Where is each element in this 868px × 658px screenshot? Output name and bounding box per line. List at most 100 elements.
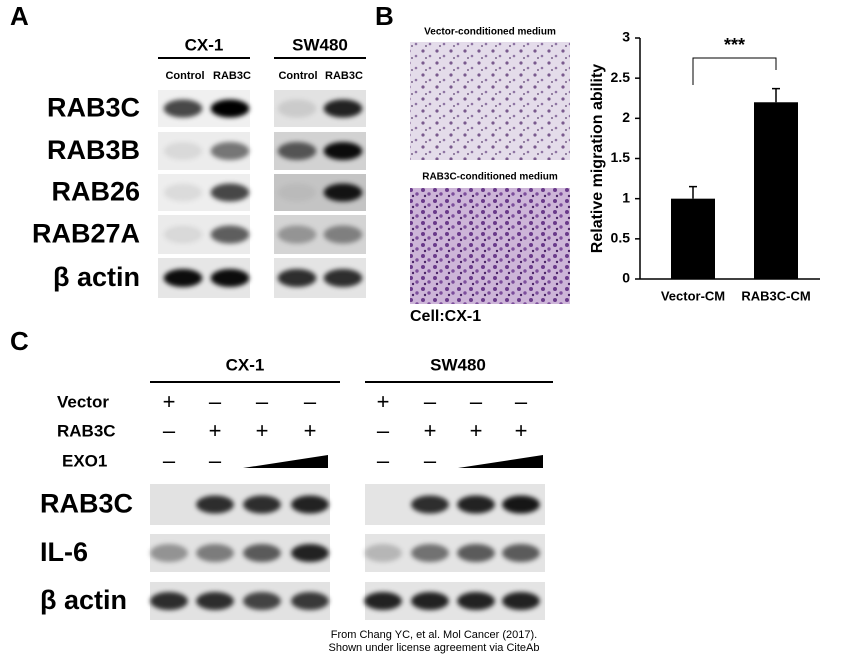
- footer-text: Shown under license agreement via CiteAb: [329, 642, 540, 654]
- blot-band: [163, 225, 203, 244]
- y-tick-label: 0: [622, 270, 630, 286]
- blot-band: [411, 544, 449, 562]
- blot-band: [196, 592, 234, 610]
- group-label: SW480: [430, 355, 486, 374]
- bar: [754, 102, 798, 280]
- blots: RAB3C RAB3B RAB26 RAB27A β actin: [32, 90, 366, 298]
- protein-label: RAB3B: [47, 135, 140, 165]
- blot-band: [163, 142, 203, 160]
- image-caption: Vector-conditioned medium: [424, 27, 556, 38]
- x-tick-label: RAB3C-CM: [741, 288, 810, 303]
- blot-band: [243, 544, 281, 562]
- blot-band: [457, 544, 495, 562]
- blot-band: [277, 142, 317, 160]
- panel-label: B: [375, 1, 394, 31]
- blot-band: [502, 544, 540, 562]
- blot-band: [323, 269, 363, 287]
- blot-band: [210, 99, 250, 118]
- treatment-mark: +: [470, 418, 483, 443]
- blot-band: [243, 495, 281, 514]
- lane-label: Control: [278, 70, 317, 82]
- protein-label: RAB3C: [47, 93, 140, 123]
- blot-band: [210, 142, 250, 160]
- blot-band: [196, 495, 234, 514]
- group-label: SW480: [292, 35, 348, 54]
- blot-band: [163, 99, 203, 118]
- blot-band: [411, 495, 449, 514]
- y-tick-label: 2.5: [611, 69, 631, 85]
- blot-band: [291, 495, 329, 514]
- significance-label: ***: [724, 35, 745, 55]
- blot-band: [210, 225, 250, 244]
- treatment-mark: +: [163, 389, 176, 414]
- protein-label: β actin: [53, 262, 140, 292]
- blot-band: [457, 592, 495, 610]
- treatment-mark: –: [424, 448, 437, 473]
- blot-band: [457, 495, 495, 514]
- treatment-mark: –: [256, 389, 269, 414]
- y-tick-label: 1: [622, 189, 630, 205]
- treatment-mark: +: [377, 389, 390, 414]
- blot-band: [210, 269, 250, 287]
- y-tick-label: 3: [622, 29, 630, 45]
- blot-band: [323, 99, 363, 118]
- treatment-label: EXO1: [62, 451, 107, 470]
- treatment-label: RAB3C: [57, 421, 116, 440]
- micrograph: [410, 188, 570, 304]
- treatment-mark: –: [163, 448, 176, 473]
- gradient-wedge: [458, 455, 543, 468]
- protein-label: RAB26: [51, 177, 140, 207]
- error-bar: [689, 185, 697, 199]
- cell-label: Cell:CX-1: [410, 308, 481, 325]
- treatment-mark: +: [256, 418, 269, 443]
- x-tick-label: Vector-CM: [661, 288, 725, 303]
- treatment-label: Vector: [57, 392, 109, 411]
- blots: RAB3C IL-6 β actin: [40, 484, 545, 620]
- significance-bracket: [692, 57, 777, 85]
- treatment-mark: +: [304, 418, 317, 443]
- treatment-mark: –: [377, 448, 390, 473]
- blot-band: [277, 99, 317, 118]
- blot-band: [323, 225, 363, 244]
- blot-band: [210, 183, 250, 202]
- treatment-mark: –: [377, 418, 390, 443]
- treatment-mark: +: [209, 418, 222, 443]
- protein-label: β actin: [40, 585, 127, 615]
- blot-band: [323, 142, 363, 160]
- blot-band: [163, 183, 203, 202]
- blot-band: [196, 544, 234, 562]
- panel-label: A: [10, 1, 29, 31]
- treatment-mark: –: [209, 448, 222, 473]
- treatment-mark: +: [515, 418, 528, 443]
- lane-label: RAB3C: [325, 70, 363, 82]
- blot-band: [150, 592, 188, 610]
- y-tick-label: 0.5: [611, 230, 631, 246]
- blot-band: [277, 269, 317, 287]
- group-label: CX-1: [185, 35, 224, 54]
- bar-chart: 0 0.5 1 1.5 2 2.5 3 Relative migration ability V…: [589, 29, 820, 303]
- blot-band: [291, 592, 329, 610]
- treatment-mark: –: [163, 418, 176, 443]
- blot-band: [243, 592, 281, 610]
- protein-label: IL-6: [40, 537, 88, 567]
- blot-band: [323, 183, 363, 202]
- image-caption: RAB3C-conditioned medium: [422, 172, 558, 183]
- treatment-mark: –: [515, 389, 528, 414]
- lane-label: RAB3C: [213, 70, 251, 82]
- blot-band: [364, 592, 402, 610]
- footer-text: From Chang YC, et al. Mol Cancer (2017).: [331, 629, 537, 641]
- treatment-mark: –: [424, 389, 437, 414]
- protein-label: RAB3C: [40, 489, 133, 519]
- gradient-wedge: [243, 455, 328, 468]
- blot-band: [150, 544, 188, 562]
- group-label: CX-1: [226, 355, 265, 374]
- blot-band: [291, 544, 329, 562]
- blot-band: [163, 269, 203, 287]
- blot-band: [502, 495, 540, 514]
- blot-band: [411, 592, 449, 610]
- error-bar: [772, 87, 780, 103]
- treatment-mark: +: [424, 418, 437, 443]
- treatment-mark: –: [470, 389, 483, 414]
- blot-band: [364, 544, 402, 562]
